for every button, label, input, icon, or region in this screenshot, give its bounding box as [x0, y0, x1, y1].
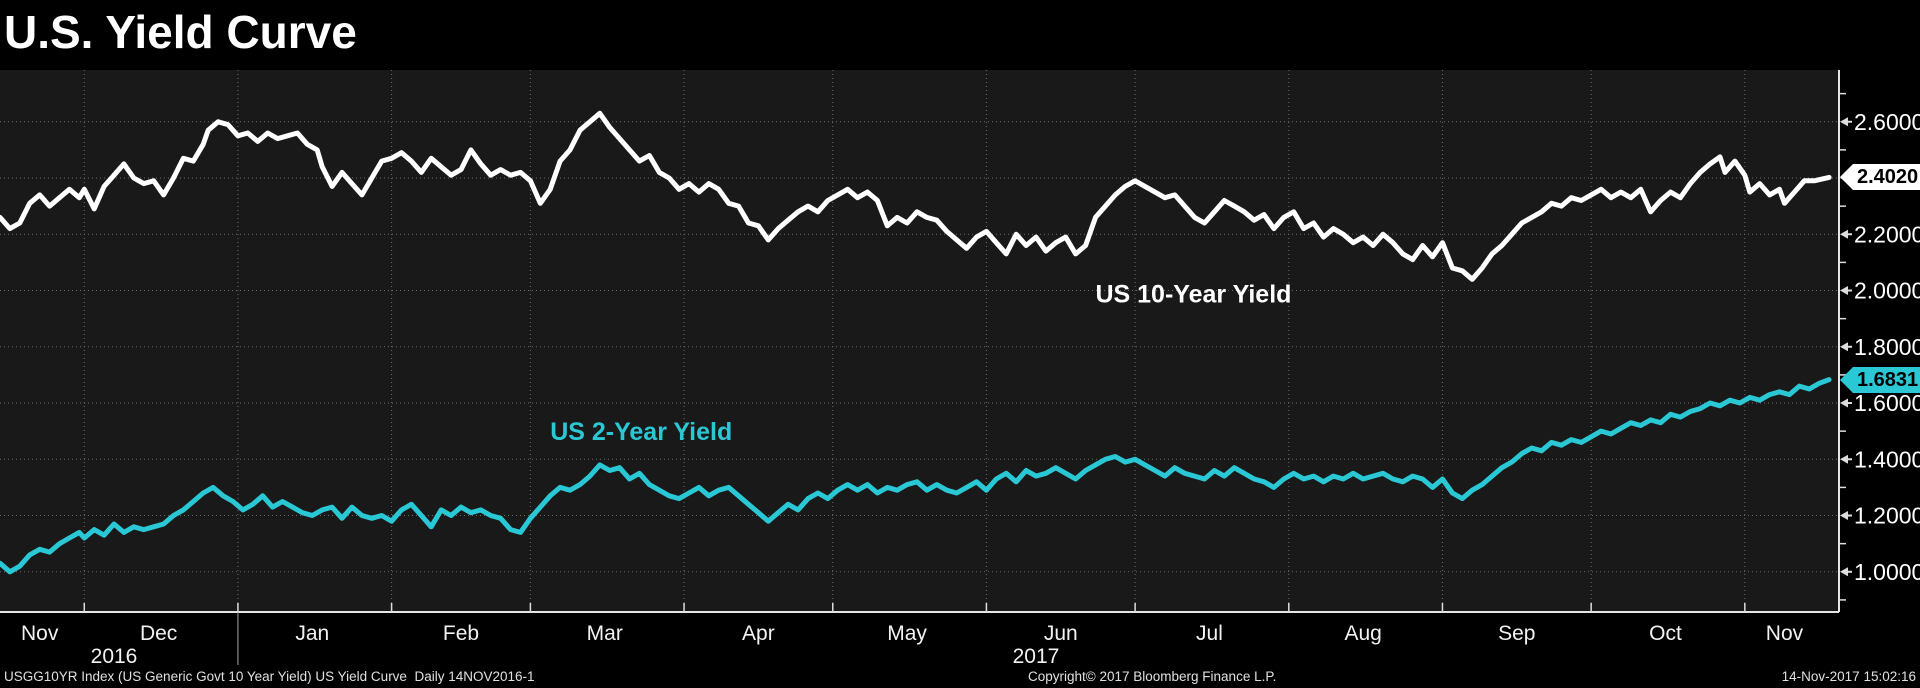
page-title: U.S. Yield Curve: [4, 6, 357, 58]
series-label-us-2-year-yield: US 2-Year Yield: [550, 418, 732, 446]
month-label: Dec: [140, 622, 177, 645]
y-axis-tick-arrow: [1840, 117, 1848, 127]
month-label: Feb: [443, 622, 479, 645]
month-label: Nov: [21, 622, 59, 645]
y-axis-tick-arrow: [1840, 398, 1848, 408]
month-label: Mar: [587, 622, 623, 645]
y-axis-label: 1.4000: [1854, 446, 1920, 472]
year-label: 2017: [1013, 645, 1060, 668]
timestamp: 14-Nov-2017 15:02:16: [1781, 669, 1916, 684]
y-axis-tick-arrow: [1840, 286, 1848, 296]
series-line-us-2-year-yield: [0, 377, 1832, 575]
last-value-tag-us-2-year-yield: 1.6831: [1840, 367, 1920, 393]
y-axis-tick-arrow: [1840, 567, 1848, 577]
month-label: Apr: [742, 622, 775, 645]
month-label: Nov: [1766, 622, 1804, 645]
series-label-us-10-year-yield: US 10-Year Yield: [1095, 280, 1291, 308]
y-axis-label: 2.0000: [1854, 278, 1920, 304]
month-label: May: [887, 622, 927, 645]
status-bar: USGG10YR Index (US Generic Govt 10 Year …: [0, 666, 1920, 688]
month-label: Aug: [1344, 622, 1381, 645]
y-axis-label: 2.2000: [1854, 221, 1920, 247]
month-label: Jun: [1044, 622, 1078, 645]
month-label: Jul: [1196, 622, 1223, 645]
y-axis-tick-arrow: [1840, 342, 1848, 352]
y-axis-label: 1.0000: [1854, 559, 1920, 585]
last-value-tag-us-10-year-yield: 2.4020: [1840, 164, 1920, 190]
month-label: Oct: [1649, 622, 1682, 645]
y-axis-label: 1.8000: [1854, 334, 1920, 360]
year-label: 2016: [91, 645, 138, 668]
month-label: Sep: [1498, 622, 1535, 645]
security-description: USGG10YR Index (US Generic Govt 10 Year …: [4, 669, 535, 684]
y-axis-label: 1.6000: [1854, 390, 1920, 416]
series-line-us-10-year-yield: [0, 110, 1832, 282]
y-axis-tick-arrow: [1840, 511, 1848, 521]
month-label: Jan: [295, 622, 329, 645]
y-axis-tick-arrow: [1840, 229, 1848, 239]
plot-background: [0, 70, 1839, 612]
copyright-notice: Copyright© 2017 Bloomberg Finance L.P.: [1028, 669, 1277, 684]
y-axis-tick-arrow: [1840, 454, 1848, 464]
y-axis-label: 1.2000: [1854, 503, 1920, 529]
y-axis-label: 2.6000: [1854, 109, 1920, 135]
